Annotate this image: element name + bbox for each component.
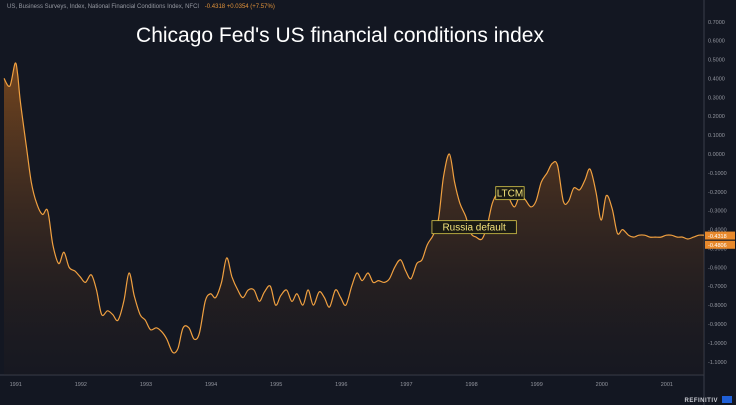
x-tick-label: 1996 <box>335 382 347 388</box>
y-tick-label: 0.7000 <box>708 20 725 26</box>
y-tick-label: -0.4000 <box>708 228 727 234</box>
x-tick-label: 1992 <box>75 382 87 388</box>
x-tick-label: 1994 <box>205 382 217 388</box>
y-tick-label: 0.1000 <box>708 133 725 139</box>
x-tick-label: 1999 <box>531 382 543 388</box>
y-tick-label: -0.8000 <box>708 303 727 309</box>
y-tick-label: -1.1000 <box>708 360 727 366</box>
series-value: -0.4318 +0.0354 (+7.57%) <box>204 4 275 10</box>
chart-title: Chicago Fed's US financial conditions in… <box>136 24 544 47</box>
price-label: -0.4318 <box>705 231 735 240</box>
y-tick-label: -0.3000 <box>708 209 727 215</box>
x-tick-label: 2001 <box>661 382 673 388</box>
series-label: US, Business Surveys, Index, National Fi… <box>7 4 200 10</box>
annotation-label: Russia default <box>442 223 506 234</box>
y-tick-label: 0.0000 <box>708 152 725 158</box>
annotation: LTCM <box>495 186 525 201</box>
y-tick-label: -1.0000 <box>708 341 727 347</box>
price-labels: -0.4318 -0.4806 <box>705 231 735 249</box>
y-tick-label: -0.9000 <box>708 322 727 328</box>
series-area <box>4 62 704 375</box>
y-tick-label: 0.3000 <box>708 95 725 101</box>
x-tick-label: 1995 <box>270 382 282 388</box>
y-tick-label: -0.7000 <box>708 284 727 290</box>
y-tick-label: 0.6000 <box>708 39 725 45</box>
x-tick-label: 2000 <box>596 382 608 388</box>
x-axis: 1991 1992 1993 1994 1995 1996 1997 1998 1999 2000… <box>0 374 704 388</box>
annotation-label: LTCM <box>497 189 523 200</box>
refinitiv-mark-icon <box>722 396 732 403</box>
x-tick-label: 1998 <box>465 382 477 388</box>
x-tick-label: 1997 <box>400 382 412 388</box>
price-label-text: -0.4318 <box>708 234 727 240</box>
y-tick-label: -0.2000 <box>708 190 727 196</box>
y-tick-label: 0.5000 <box>708 58 725 64</box>
x-tick-label: 1993 <box>140 382 152 388</box>
y-tick-label: 0.4000 <box>708 76 725 82</box>
y-tick-label: -0.5000 <box>708 246 727 252</box>
price-label: -0.4806 <box>705 240 735 249</box>
price-label-text: -0.4806 <box>708 243 727 249</box>
x-tick-label: 1991 <box>10 382 22 388</box>
annotation: Russia default <box>431 220 517 235</box>
annotations: LTCM Russia default <box>431 186 525 235</box>
series-header: US, Business Surveys, Index, National Fi… <box>7 4 275 10</box>
y-tick-label: 0.2000 <box>708 114 725 120</box>
series-line <box>3 62 705 354</box>
y-tick-label: -0.6000 <box>708 265 727 271</box>
y-axis: 0.7000 0.6000 0.5000 0.4000 0.3000 0.2000 0.10… <box>703 0 727 405</box>
y-tick-label: -0.1000 <box>708 171 727 177</box>
refinitiv-logo: REFINITIV <box>684 398 718 404</box>
